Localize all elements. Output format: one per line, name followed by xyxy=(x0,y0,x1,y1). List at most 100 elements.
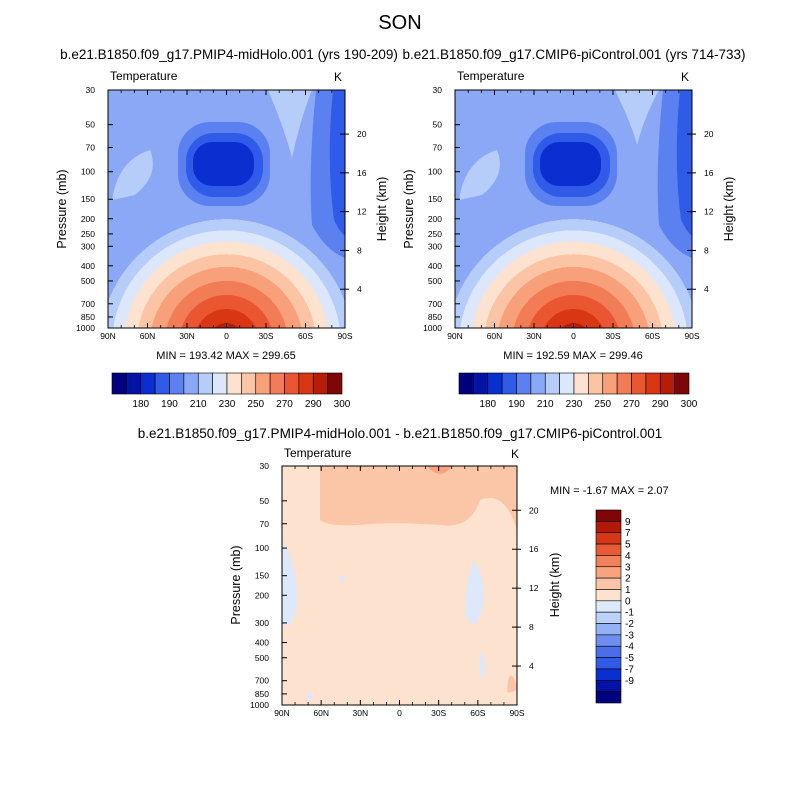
y-tick-label: 700 xyxy=(255,676,269,686)
colorbar-swatch xyxy=(111,372,127,395)
colorbar-swatch xyxy=(659,372,675,395)
colorbar-swatch xyxy=(595,668,622,681)
y-tick-label: 300 xyxy=(81,241,95,251)
x-tick-label: 60N xyxy=(140,331,156,341)
y2-tick-label: 4 xyxy=(357,284,362,294)
colorbar-swatch xyxy=(595,521,622,534)
colorbar-label: -1 xyxy=(625,608,634,619)
stats-label: MIN = -1.67 MAX = 2.07 xyxy=(550,485,669,497)
y2-tick-label: 8 xyxy=(357,245,362,255)
colorbar-label: 5 xyxy=(625,540,631,551)
y-tick-label: 100 xyxy=(81,167,95,177)
panel-left: Temperature K Pressure (mb) Height (km) … xyxy=(55,69,389,410)
y2-axis-label: Height (km) xyxy=(375,177,389,242)
colorbar-label: 210 xyxy=(537,399,554,410)
colorbar-label: 7 xyxy=(625,528,631,539)
y-tick-label: 400 xyxy=(428,261,442,271)
colorbar-swatch xyxy=(544,372,560,395)
y-tick-label: 400 xyxy=(81,261,95,271)
colorbar-swatch xyxy=(473,372,489,395)
colorbar-swatch xyxy=(595,657,622,670)
contour-warm-max xyxy=(427,466,452,474)
colorbar-label: 270 xyxy=(276,399,293,410)
x-tick-label: 90S xyxy=(509,708,524,718)
x-tick-label: 60S xyxy=(470,708,485,718)
y2-tick-label: 20 xyxy=(704,129,714,139)
colorbar-swatch xyxy=(197,372,213,395)
y-tick-label: 200 xyxy=(255,590,269,600)
y-tick-label: 1000 xyxy=(250,700,269,710)
contour-south-polar-core xyxy=(676,90,692,236)
colorbar-label: 210 xyxy=(190,399,207,410)
colorbar-swatch xyxy=(487,372,503,395)
y-tick-label: 150 xyxy=(255,571,269,581)
colorbar-swatch xyxy=(516,372,532,395)
colorbar-swatch xyxy=(616,372,632,395)
y2-tick-label: 20 xyxy=(357,129,367,139)
colorbar-label: -7 xyxy=(625,664,634,675)
y-tick-label: 1000 xyxy=(423,323,442,333)
contour-warm-corner xyxy=(507,675,517,693)
panel-diff-title: b.e21.B1850.f09_g17.PMIP4-midHolo.001 - … xyxy=(137,426,663,441)
contour-cool-small xyxy=(479,650,486,680)
colorbar-label: 300 xyxy=(334,399,351,410)
colorbar-label: 300 xyxy=(681,399,698,410)
colorbar-label: 270 xyxy=(623,399,640,410)
panel-right-title: b.e21.B1850.f09_g17.CMIP6-piControl.001 … xyxy=(402,47,746,62)
colorbar-label: 190 xyxy=(508,399,525,410)
y-tick-label: 50 xyxy=(433,120,443,130)
colorbar-swatch xyxy=(595,645,622,658)
y-tick-label: 100 xyxy=(428,167,442,177)
y-tick-label: 500 xyxy=(255,653,269,663)
colorbar-label: 230 xyxy=(566,399,583,410)
y-tick-label: 1000 xyxy=(76,323,95,333)
y2-tick-label: 12 xyxy=(704,207,714,217)
colorbar-swatch xyxy=(255,372,271,395)
colorbar-label: 2 xyxy=(625,574,631,585)
figure-title: SON xyxy=(378,12,422,34)
colorbar-swatch xyxy=(140,372,156,395)
y-tick-label: 300 xyxy=(255,618,269,628)
contour-tropopause-core xyxy=(540,142,601,186)
contour-light-top xyxy=(268,90,312,158)
y-tick-label: 200 xyxy=(81,214,95,224)
colorbar-label: 230 xyxy=(219,399,236,410)
colorbar-left: 180 190 210 230 250 270 290 300 xyxy=(111,372,351,410)
panel-right: Temperature K Pressure (mb) Height (km) … xyxy=(402,69,736,410)
x-tick-label: 60N xyxy=(313,708,329,718)
stats-label: MIN = 192.59 MAX = 299.46 xyxy=(503,350,642,362)
colorbar-swatch xyxy=(126,372,142,395)
y-tick-label: 850 xyxy=(255,689,269,699)
colorbar-swatch xyxy=(595,555,622,568)
colorbar-swatch xyxy=(595,691,622,704)
x-tick-label: 60N xyxy=(487,331,503,341)
x-tick-label: 90N xyxy=(100,331,116,341)
colorbar-label: 1 xyxy=(625,585,631,596)
colorbar-swatch xyxy=(312,372,328,395)
y-tick-label: 700 xyxy=(428,299,442,309)
colorbar-label: -9 xyxy=(625,676,634,687)
colorbar-swatch xyxy=(645,372,661,395)
colorbar-swatch xyxy=(327,372,343,395)
contour-light-top xyxy=(615,90,659,145)
colorbar-label: -4 xyxy=(625,642,634,653)
y2-tick-label: 4 xyxy=(529,661,534,671)
colorbar-label: 250 xyxy=(594,399,611,410)
contour-light-left xyxy=(112,150,153,200)
x-tick-label: 30S xyxy=(431,708,446,718)
y-tick-label: 70 xyxy=(86,143,96,153)
variable-label: Temperature xyxy=(457,69,525,83)
y-tick-label: 250 xyxy=(428,229,442,239)
x-tick-label: 90N xyxy=(274,708,290,718)
colorbar-swatch xyxy=(595,679,622,692)
colorbar-label: -2 xyxy=(625,619,634,630)
colorbar-label: 0 xyxy=(625,596,631,607)
colorbar-swatch xyxy=(573,372,589,395)
x-tick-label: 60S xyxy=(645,331,660,341)
y-tick-label: 500 xyxy=(81,276,95,286)
colorbar-label: 4 xyxy=(625,551,631,562)
contour-cool-south xyxy=(465,560,484,624)
y-tick-label: 50 xyxy=(260,496,270,506)
